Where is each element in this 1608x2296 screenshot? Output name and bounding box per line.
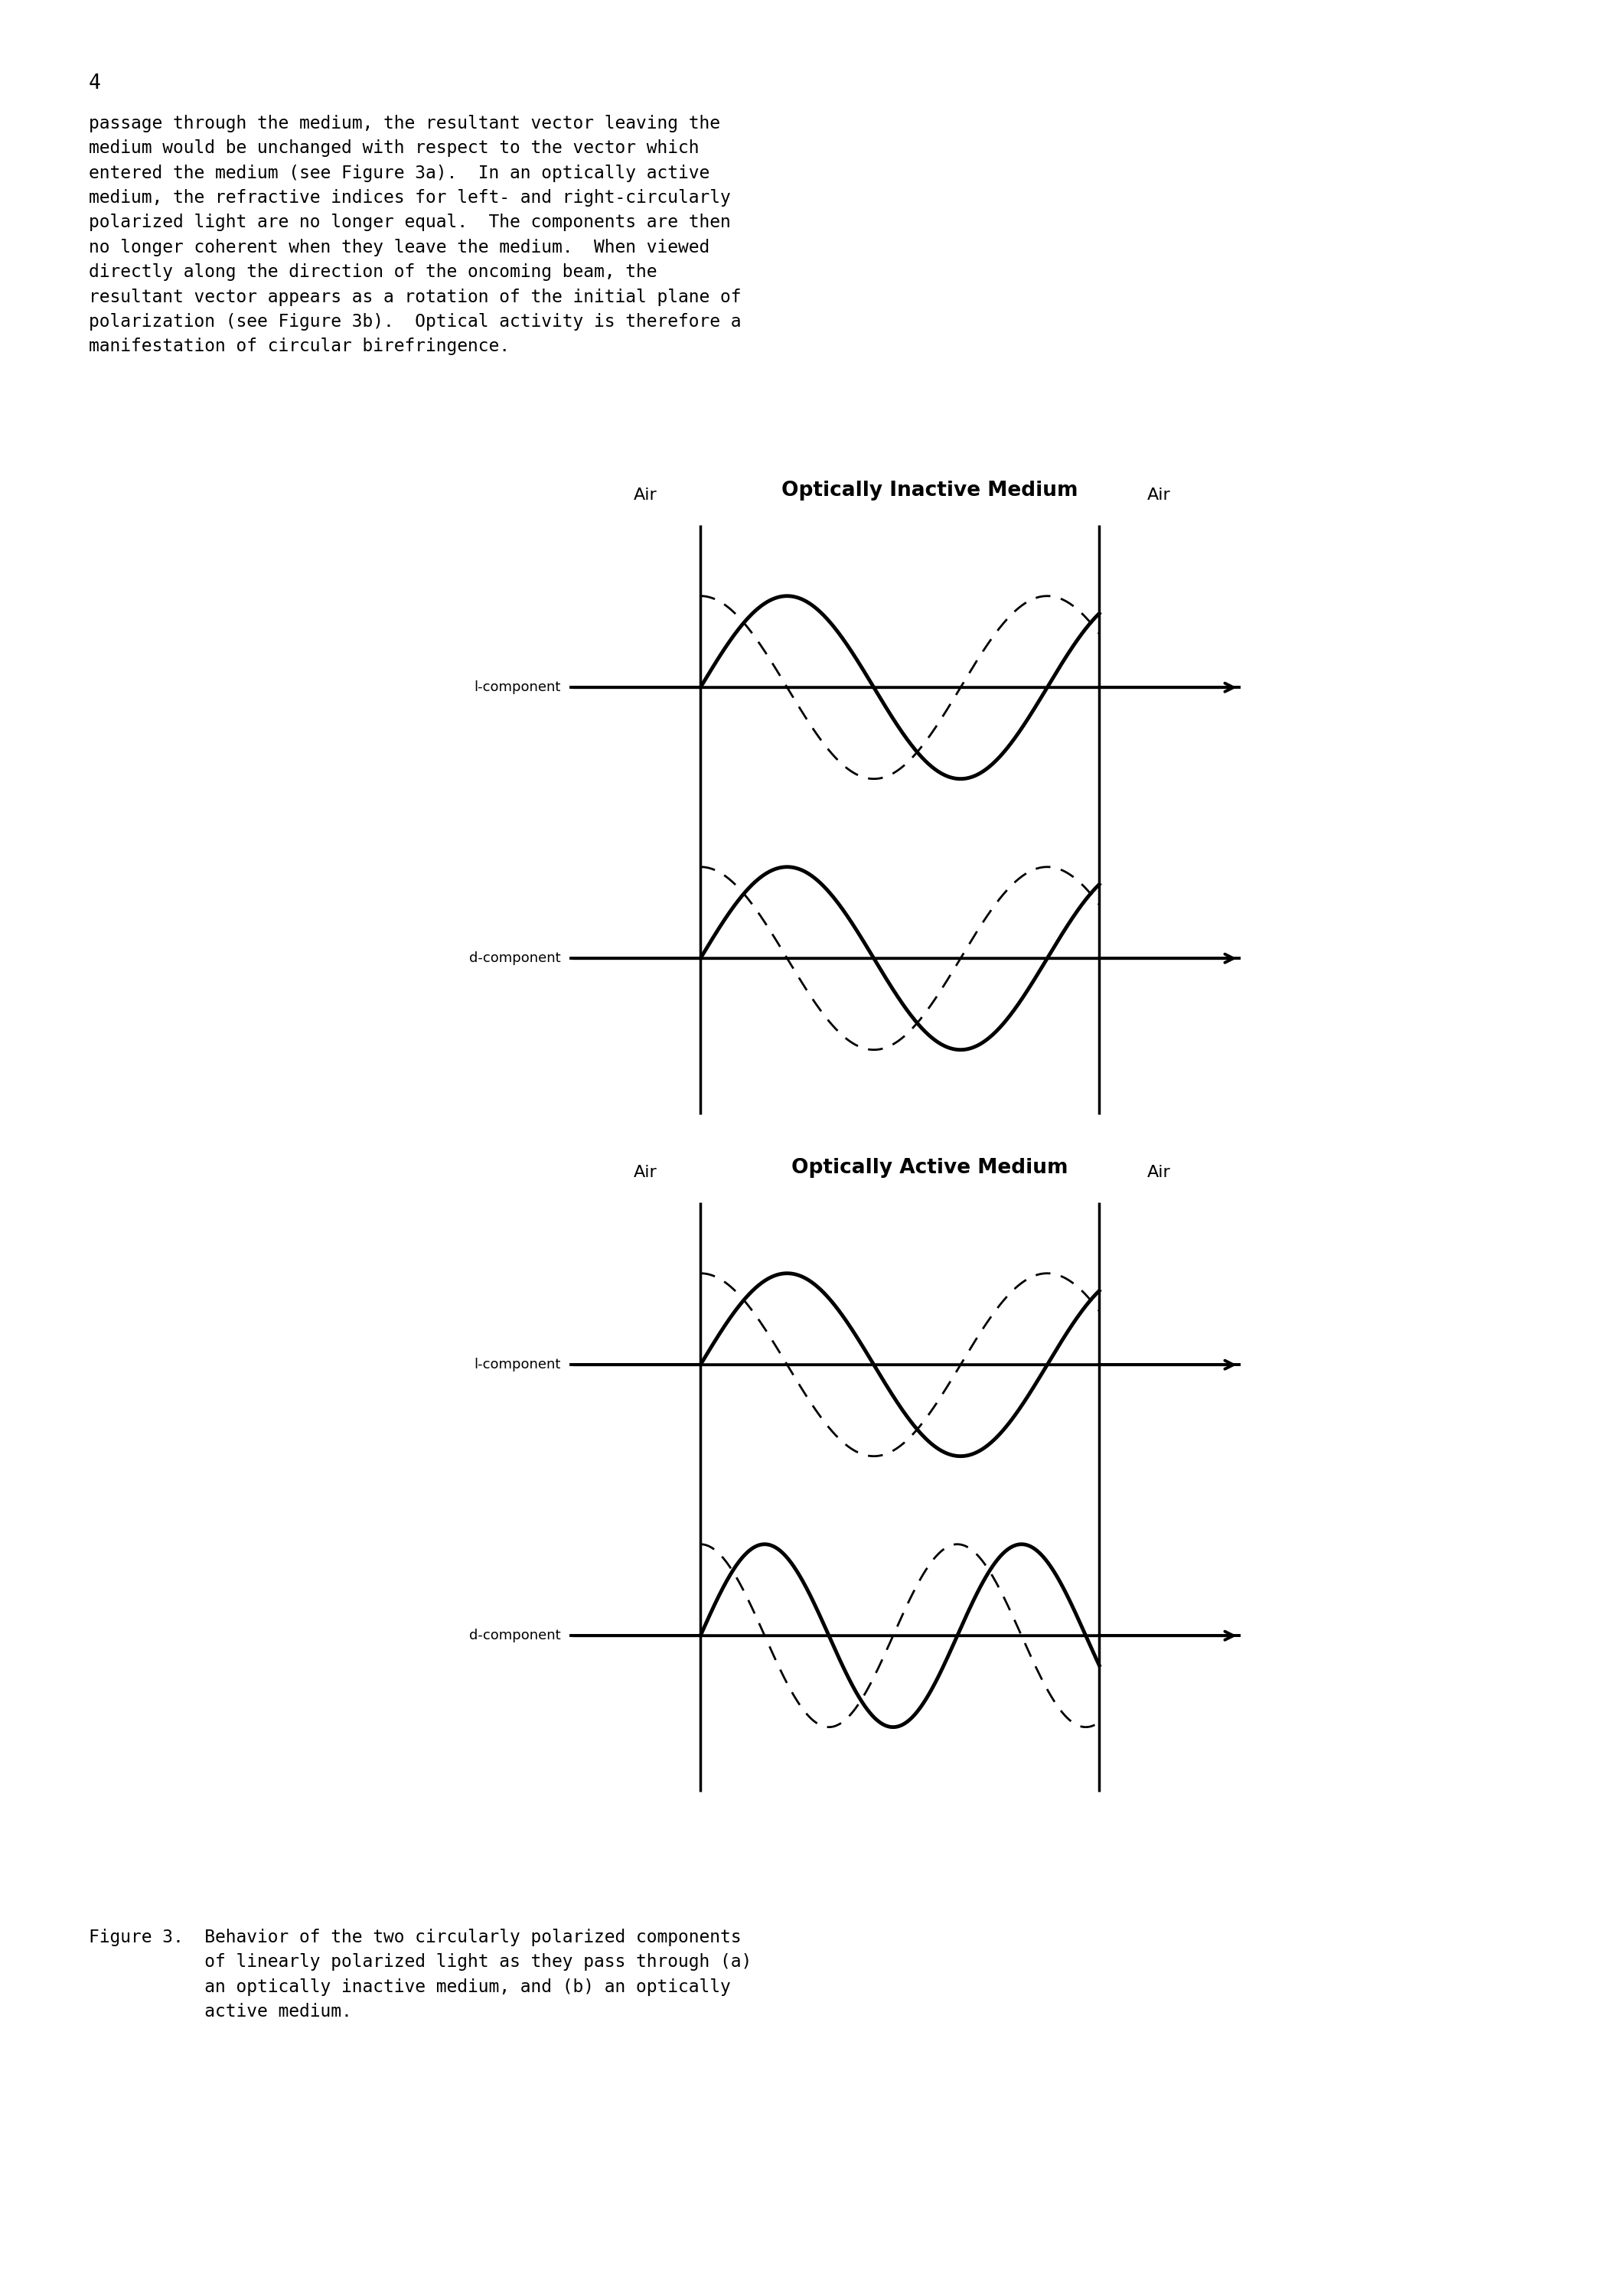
Text: Optically Inactive Medium: Optically Inactive Medium	[781, 480, 1077, 501]
Text: Figure 3.  Behavior of the two circularly polarized components
           of lin: Figure 3. Behavior of the two circularly…	[88, 1929, 751, 2020]
Text: Air: Air	[634, 487, 658, 503]
Text: passage through the medium, the resultant vector leaving the
medium would be unc: passage through the medium, the resultan…	[88, 115, 741, 356]
Text: Optically Active Medium: Optically Active Medium	[791, 1157, 1068, 1178]
Text: l-component: l-component	[474, 1357, 561, 1371]
Text: Air: Air	[634, 1164, 658, 1180]
Text: 4: 4	[88, 73, 101, 94]
Text: d-component: d-component	[470, 1628, 561, 1642]
Text: l-component: l-component	[474, 680, 561, 693]
Text: Air: Air	[1147, 487, 1171, 503]
Text: d-component: d-component	[470, 951, 561, 964]
Text: Air: Air	[1147, 1164, 1171, 1180]
